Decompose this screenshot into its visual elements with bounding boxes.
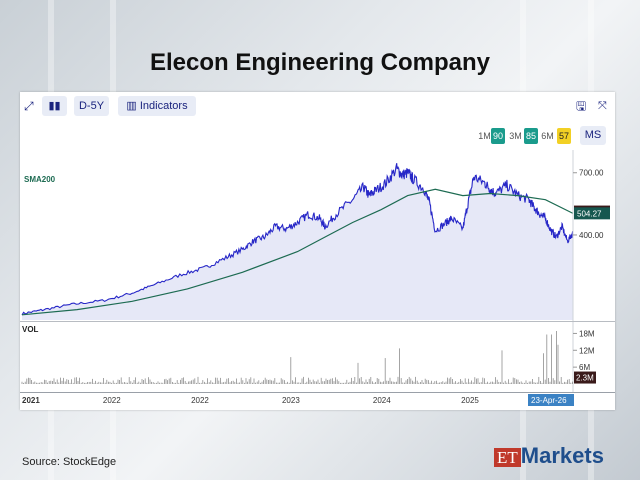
indicators-label: Indicators [139,100,188,112]
volume-badge-label: 2.3M [576,374,594,383]
price-chart: SMA200700.00400.00512.75504.27VOL18M12M6… [20,150,615,406]
range-57: 57 [557,128,571,144]
volume-tick-label: 18M [579,329,595,338]
date-badge [528,394,574,406]
sma200-line [21,188,574,316]
volume-label: VOL [22,325,39,334]
sma200-label: SMA200 [24,175,56,184]
page-title: Elecon Engineering Company [149,49,491,76]
x-tick-label: 2025 [461,396,479,405]
volume-tick-label: 12M [579,346,595,355]
ms-button[interactable]: MS [580,126,606,145]
price-line [21,163,574,316]
range-85: 85 [524,128,538,144]
chart-type-button[interactable]: ▮▮ [42,96,67,116]
x-tick-label: 2022 [103,396,121,405]
range-1m[interactable]: 1M [478,131,491,141]
price-area [22,163,573,320]
range-3m[interactable]: 3M [509,131,522,141]
price-badge [574,207,610,220]
logo-markets: Markets [520,443,604,468]
chart-card: ⤢ ▮▮ D-5Y ▥ Indicators 🖫 ⤧ 1M 90 3M 85 6M 57 … [20,92,615,410]
line-tool-icon[interactable]: ⤢ [24,99,34,113]
indicators-icon: ▥ [126,100,140,112]
source-note: Source: StockEdge [22,456,117,468]
bar-chart-icon: ▮▮ [48,100,61,112]
price-tick-label: 700.00 [579,169,604,178]
expand-icon[interactable]: ⤧ [598,100,607,112]
x-tick-label: 2022 [191,396,209,405]
logo-et: ET [494,448,521,467]
range-6m[interactable]: 6M [541,131,554,141]
volume-tick-label: 6M [579,363,590,372]
save-icon[interactable]: 🖫 [576,99,587,113]
date-badge-label: 23-Apr-26 [531,396,567,405]
indicators-button[interactable]: ▥ Indicators [118,96,196,116]
price-tick-label: 400.00 [579,231,604,240]
range-90: 90 [491,128,505,144]
x-tick-label: 2023 [282,396,300,405]
price-badge-label: 504.27 [577,209,602,218]
x-tick-label: 2021 [22,396,40,405]
et-markets-logo: ET Markets [494,444,604,470]
period-button[interactable]: D-5Y [74,96,109,116]
volume-badge [574,371,596,384]
x-tick-label: 2024 [373,396,391,405]
